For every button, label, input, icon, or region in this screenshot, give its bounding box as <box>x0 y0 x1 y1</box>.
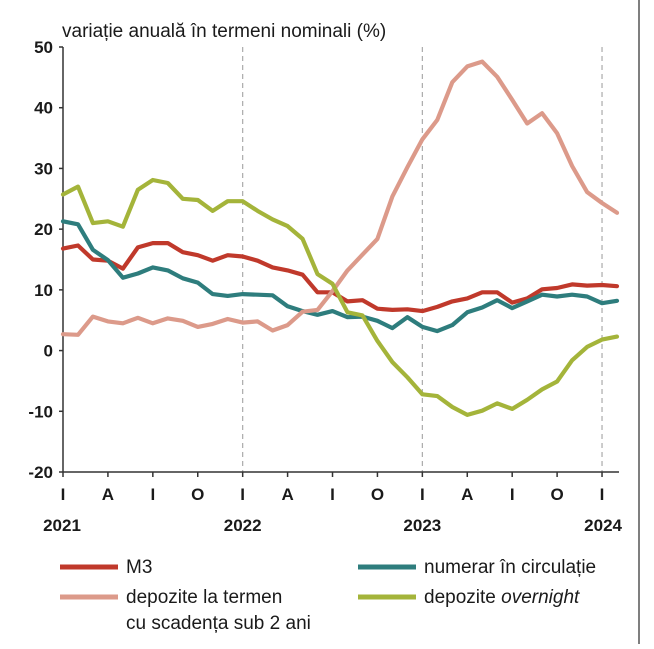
x-tick-label: A <box>102 485 114 504</box>
y-tick-label: 30 <box>34 159 53 178</box>
y-tick-label: -20 <box>28 463 53 482</box>
panel-right-border <box>638 0 640 644</box>
year-label: 2021 <box>43 516 81 535</box>
x-tick-label: I <box>510 485 515 504</box>
legend-label-termen-line2: cu scadența sub 2 ani <box>126 613 311 634</box>
axes: 50 40 30 20 10 0 -10 -20 I A I O I A I O I A I O I 2021 2022 20… <box>28 38 622 535</box>
legend-label-m3: M3 <box>126 557 152 578</box>
x-tick-label: A <box>461 485 473 504</box>
x-tick-label: I <box>330 485 335 504</box>
legend-item-m3: M3 <box>60 557 152 578</box>
y-axis-title: variație anuală în termeni nominali (%) <box>62 21 386 42</box>
y-tick-label: -10 <box>28 402 53 421</box>
x-tick-label: I <box>240 485 245 504</box>
x-tick-label: I <box>420 485 425 504</box>
legend-item-numerar: numerar în circulație <box>358 557 596 578</box>
legend-label-termen-line1: depozite la termen <box>126 587 282 608</box>
year-label: 2023 <box>403 516 441 535</box>
y-tick-label: 10 <box>34 281 53 300</box>
series-lines <box>60 59 620 417</box>
legend-label-overnight-prefix: depozite <box>424 587 501 608</box>
x-tick-label: O <box>191 485 204 504</box>
year-label: 2022 <box>224 516 262 535</box>
x-tick-label: A <box>281 485 293 504</box>
y-tick-label: 0 <box>44 342 53 361</box>
y-tick-label: 50 <box>34 38 53 57</box>
legend: M3 numerar în circulație depozite la ter… <box>60 557 596 634</box>
legend-label-overnight-italic: overnight <box>501 587 580 608</box>
series-line-termen <box>60 59 620 337</box>
y-tick-label: 40 <box>34 99 53 118</box>
series-line-overnight <box>60 177 620 417</box>
x-tick-label: I <box>600 485 605 504</box>
y-tick-label: 20 <box>34 220 53 239</box>
x-tick-label: O <box>371 485 384 504</box>
gridlines <box>242 47 603 472</box>
x-tick-label: I <box>61 485 66 504</box>
legend-item-termen: depozite la termen cu scadența sub 2 ani <box>60 587 311 634</box>
legend-item-overnight: depozite overnight <box>358 587 580 608</box>
legend-label-numerar: numerar în circulație <box>424 557 596 578</box>
series-line-numerar <box>60 219 620 334</box>
x-tick-label: I <box>150 485 155 504</box>
year-label: 2024 <box>584 516 622 535</box>
x-tick-label: O <box>550 485 563 504</box>
legend-label-overnight: depozite overnight <box>424 587 580 608</box>
